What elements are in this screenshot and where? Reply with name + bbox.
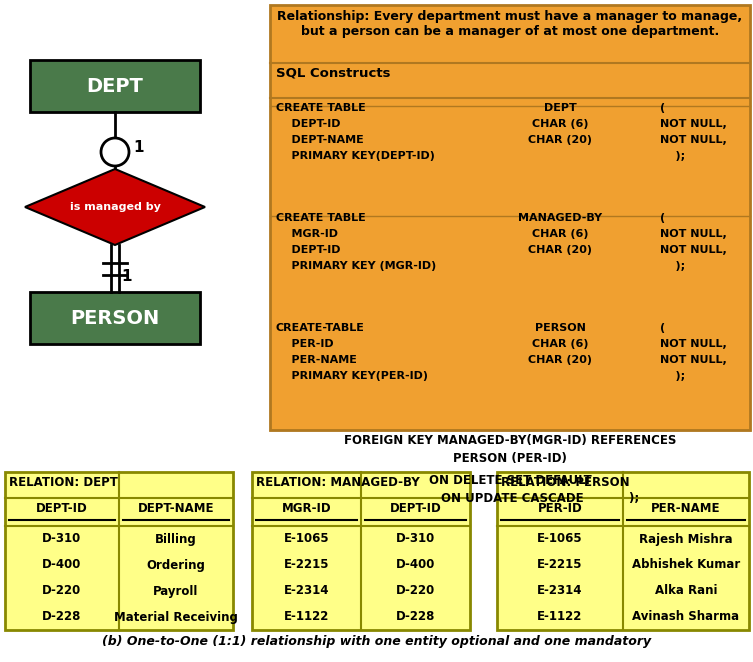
Text: DEPT-NAME: DEPT-NAME [138,502,215,515]
Text: RELATION: MANAGED-BY: RELATION: MANAGED-BY [256,476,419,489]
Text: CHAR (20): CHAR (20) [528,355,592,365]
Text: ON UPDATE CASCADE           );: ON UPDATE CASCADE ); [441,492,639,505]
Text: D-220: D-220 [396,585,435,598]
Text: E-1122: E-1122 [538,610,583,624]
Text: CHAR (6): CHAR (6) [532,229,588,239]
Text: DEPT: DEPT [544,103,576,113]
FancyBboxPatch shape [30,292,200,344]
Text: PER-NAME: PER-NAME [276,355,357,365]
Text: PERSON: PERSON [70,308,160,328]
Text: ON DELETE SET DEFAULT: ON DELETE SET DEFAULT [428,474,591,487]
FancyBboxPatch shape [30,60,200,112]
Text: RELATION: DEPT: RELATION: DEPT [9,476,118,489]
Text: CREATE TABLE: CREATE TABLE [276,213,366,223]
Text: CREATE TABLE: CREATE TABLE [276,103,366,113]
Text: MANAGED-BY: MANAGED-BY [518,213,602,223]
Text: Rajesh Mishra: Rajesh Mishra [639,532,733,545]
Text: E-1065: E-1065 [284,532,329,545]
Text: PER-ID: PER-ID [276,339,334,349]
Text: CREATE-TABLE: CREATE-TABLE [276,323,365,333]
Text: PER-NAME: PER-NAME [651,502,721,515]
Text: NOT NULL,: NOT NULL, [660,245,727,255]
Text: E-1122: E-1122 [284,610,329,624]
Text: Alka Rani: Alka Rani [655,585,718,598]
Text: DEPT-ID: DEPT-ID [36,502,88,515]
Text: Avinash Sharma: Avinash Sharma [633,610,739,624]
Text: (: ( [660,213,665,223]
Text: E-2314: E-2314 [284,585,329,598]
Text: PERSON (PER-ID): PERSON (PER-ID) [453,452,567,465]
Text: );: ); [660,371,685,381]
Text: Payroll: Payroll [154,585,199,598]
Text: NOT NULL,: NOT NULL, [660,339,727,349]
Text: D-400: D-400 [396,559,435,571]
Text: 1: 1 [121,269,132,284]
Text: Billing: Billing [155,532,197,545]
Text: (b) One-to-One (1:1) relationship with one entity optional and one mandatory: (b) One-to-One (1:1) relationship with o… [102,635,651,648]
Text: PER-ID: PER-ID [538,502,582,515]
Text: DEPT-ID: DEPT-ID [276,119,340,129]
Text: PRIMARY KEY(PER-ID): PRIMARY KEY(PER-ID) [276,371,428,381]
Text: PERSON: PERSON [535,323,585,333]
Text: CHAR (6): CHAR (6) [532,339,588,349]
Circle shape [101,138,129,166]
Text: D-310: D-310 [396,532,435,545]
FancyBboxPatch shape [270,5,750,430]
Text: Relationship: Every department must have a manager to manage,
but a person can b: Relationship: Every department must have… [277,10,742,38]
Text: D-220: D-220 [42,585,81,598]
Text: DEPT-ID: DEPT-ID [276,245,340,255]
Text: DEPT-ID: DEPT-ID [389,502,441,515]
Text: Material Receiving: Material Receiving [114,610,238,624]
Text: E-1065: E-1065 [537,532,583,545]
Text: MGR-ID: MGR-ID [276,229,338,239]
Text: CHAR (20): CHAR (20) [528,135,592,145]
Text: NOT NULL,: NOT NULL, [660,119,727,129]
Text: Ordering: Ordering [147,559,206,571]
Text: (: ( [660,103,665,113]
Text: NOT NULL,: NOT NULL, [660,229,727,239]
Text: D-228: D-228 [42,610,81,624]
Text: is managed by: is managed by [69,202,160,212]
Polygon shape [25,169,205,245]
Text: MGR-ID: MGR-ID [282,502,331,515]
Text: E-2215: E-2215 [537,559,583,571]
Text: E-2314: E-2314 [537,585,583,598]
Text: D-228: D-228 [396,610,435,624]
Text: D-400: D-400 [42,559,81,571]
Text: FOREIGN KEY MANAGED-BY(MGR-ID) REFERENCES: FOREIGN KEY MANAGED-BY(MGR-ID) REFERENCE… [344,434,676,447]
Text: NOT NULL,: NOT NULL, [660,355,727,365]
FancyBboxPatch shape [5,472,233,630]
Text: NOT NULL,: NOT NULL, [660,135,727,145]
FancyBboxPatch shape [497,472,749,630]
Text: D-310: D-310 [42,532,81,545]
Text: SQL Constructs: SQL Constructs [276,67,391,80]
Text: PRIMARY KEY (MGR-ID): PRIMARY KEY (MGR-ID) [276,261,436,271]
Text: );: ); [660,151,685,161]
Text: CHAR (6): CHAR (6) [532,119,588,129]
Text: DEPT: DEPT [87,77,143,95]
Text: CHAR (20): CHAR (20) [528,245,592,255]
Text: DEPT-NAME: DEPT-NAME [276,135,364,145]
Text: );: ); [660,261,685,271]
Text: Abhishek Kumar: Abhishek Kumar [632,559,740,571]
Text: E-2215: E-2215 [284,559,329,571]
Text: 1: 1 [133,140,144,156]
Text: RELATION: PERSON: RELATION: PERSON [501,476,630,489]
FancyBboxPatch shape [252,472,470,630]
Text: PRIMARY KEY(DEPT-ID): PRIMARY KEY(DEPT-ID) [276,151,435,161]
Text: (: ( [660,323,665,333]
